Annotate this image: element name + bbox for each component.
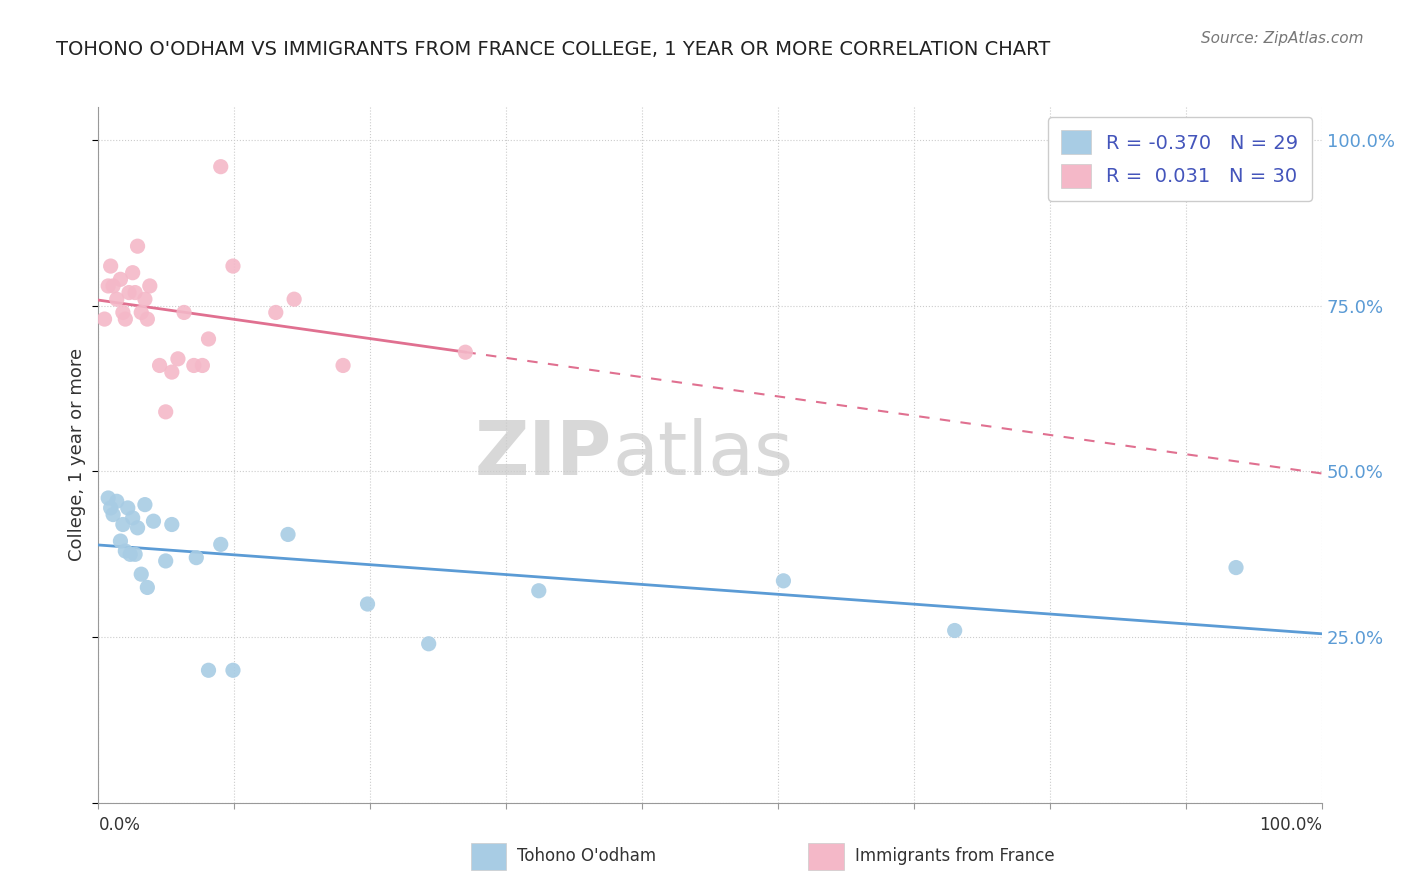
Point (139, 279, 162, 293)
Point (127, 521, 149, 535)
Point (191, 359, 214, 373)
Point (121, 511, 143, 525)
Text: TOHONO O'ODHAM VS IMMIGRANTS FROM FRANCE COLLEGE, 1 YEAR OR MORE CORRELATION CHA: TOHONO O'ODHAM VS IMMIGRANTS FROM FRANCE… (56, 40, 1050, 59)
Point (136, 312, 159, 326)
Point (197, 663, 219, 677)
Point (264, 305, 287, 319)
Point (186, 550, 208, 565)
Point (127, 239, 149, 253)
Point (129, 305, 152, 319)
Text: Source: ZipAtlas.com: Source: ZipAtlas.com (1201, 31, 1364, 46)
Point (124, 285, 146, 300)
Text: Immigrants from France: Immigrants from France (855, 847, 1054, 865)
Point (105, 292, 128, 306)
Point (136, 581, 159, 595)
Point (93, 312, 115, 326)
Text: 100.0%: 100.0% (1258, 816, 1322, 834)
Point (124, 547, 146, 561)
Point (100, 259, 122, 273)
Text: Tohono O'odham: Tohono O'odham (517, 847, 657, 865)
Point (277, 527, 299, 541)
Point (183, 359, 205, 373)
Y-axis label: College, 1 year or more: College, 1 year or more (67, 349, 86, 561)
Point (418, 637, 440, 651)
Point (155, 554, 177, 568)
Point (332, 359, 354, 373)
Point (118, 285, 141, 300)
Point (100, 500, 122, 515)
Point (209, 537, 232, 551)
Point (155, 405, 177, 419)
Legend: R = -0.370   N = 29, R =  0.031   N = 30: R = -0.370 N = 29, R = 0.031 N = 30 (1047, 117, 1312, 202)
Point (160, 365, 183, 379)
Point (142, 514, 165, 528)
Point (283, 292, 305, 306)
Point (101, 279, 124, 293)
Point (197, 332, 219, 346)
Point (101, 508, 124, 522)
Point (134, 292, 156, 306)
Point (120, 547, 142, 561)
Point (1225, 560, 1247, 574)
Point (97, 279, 120, 293)
Point (105, 494, 128, 508)
Point (134, 498, 156, 512)
Point (111, 305, 134, 319)
Point (114, 312, 136, 326)
Point (110, 534, 132, 549)
Point (117, 500, 139, 515)
Point (121, 266, 143, 280)
Point (454, 345, 477, 359)
Point (114, 544, 136, 558)
Point (149, 359, 172, 373)
Text: ZIP: ZIP (475, 418, 612, 491)
Point (173, 305, 195, 319)
Point (356, 597, 378, 611)
Point (110, 272, 132, 286)
Point (222, 259, 245, 273)
Point (129, 567, 152, 582)
Point (167, 351, 190, 366)
Point (111, 517, 134, 532)
Point (160, 517, 183, 532)
Text: 0.0%: 0.0% (98, 816, 141, 834)
Text: atlas: atlas (612, 418, 793, 491)
Point (209, 160, 232, 174)
Point (527, 583, 550, 598)
Point (97, 491, 120, 505)
Point (943, 624, 966, 638)
Point (222, 663, 245, 677)
Point (772, 574, 794, 588)
